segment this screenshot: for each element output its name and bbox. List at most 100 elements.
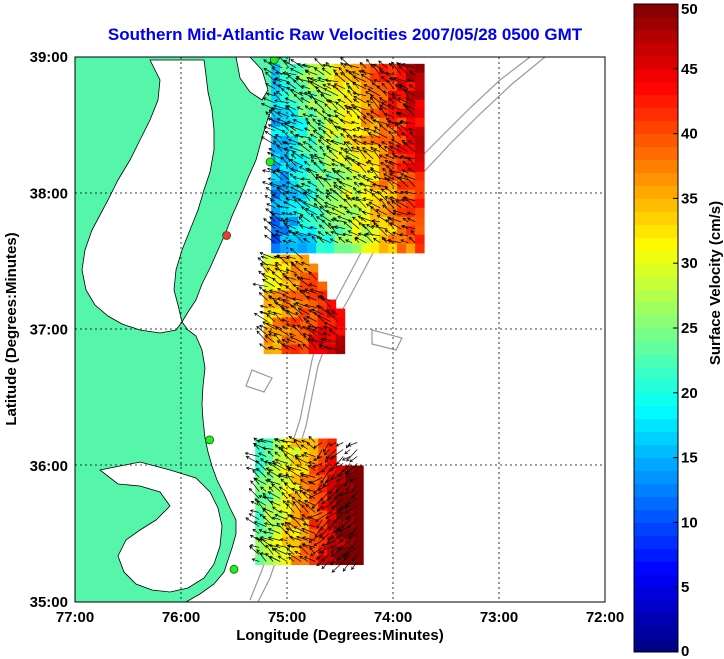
velocity-cell [406,180,416,191]
velocity-arrow [341,463,351,473]
velocity-arrowhead [302,536,306,540]
velocity-arrowhead [371,192,375,197]
velocity-cell [415,72,425,83]
velocity-arrowhead [301,527,306,531]
velocity-arrow [378,144,388,153]
velocity-arrowhead [276,288,281,292]
velocity-arrowhead [349,458,353,463]
velocity-arrowhead [282,239,287,243]
velocity-arrowhead [265,187,270,191]
velocity-arrowhead [345,194,349,198]
velocity-cell [336,465,346,475]
velocity-cell [326,317,337,328]
velocity-arrowhead [302,491,307,496]
velocity-arrow [288,240,297,244]
velocity-arrowhead [303,127,308,131]
velocity-cell [307,216,317,227]
velocity-region-central [252,248,346,355]
velocity-arrowhead [357,232,362,236]
velocity-arrowhead [346,110,350,114]
velocity-arrowhead [363,84,368,88]
velocity-arrowhead [287,514,291,518]
y-axis-label: Latitude (Degrees:Minutes) [3,232,20,425]
velocity-cell [316,180,326,191]
velocity-arrowhead [285,527,290,532]
velocity-cell [264,537,274,547]
velocity-arrow [304,304,317,308]
velocity-arrow [351,147,367,153]
velocity-arrowhead [256,325,260,330]
velocity-arrowhead [384,154,389,158]
velocity-arrowhead [330,550,335,554]
velocity-arrowhead [276,169,281,173]
velocity-arrowhead [298,545,303,549]
velocity-cell [325,189,335,200]
velocity-arrow [385,196,395,202]
velocity-cell [316,90,326,101]
velocity-arrowhead [313,202,318,207]
velocity-arrowhead [320,294,324,299]
velocity-arrow [344,477,351,487]
velocity-cell [300,456,310,466]
velocity-arrowhead [245,456,250,460]
velocity-arrow [283,223,297,230]
velocity-cell [273,447,283,457]
velocity-cell [354,492,364,502]
velocity-arrow [317,505,323,512]
velocity-arrowhead [405,105,409,110]
velocity-arrow [328,519,337,531]
velocity-arrowhead [323,178,328,182]
velocity-arrow [323,332,331,336]
velocity-arrowhead [265,467,270,471]
velocity-arrowhead [366,223,370,228]
velocity-arrowhead [286,309,290,314]
velocity-arrowhead [326,146,330,151]
velocity-arrowhead [287,239,292,243]
velocity-arrow [292,298,303,301]
velocity-arrow [336,519,344,532]
velocity-arrowhead [329,131,334,135]
velocity-arrow [272,548,281,555]
velocity-arrow [325,449,337,459]
velocity-cell [307,63,317,74]
velocity-cell [289,90,299,101]
velocity-arrowhead [311,505,316,509]
velocity-cell [334,126,344,137]
velocity-arrow [343,129,353,139]
velocity-arrow [331,470,337,480]
velocity-arrow [260,305,268,308]
velocity-arrowhead [365,232,370,236]
velocity-arrowhead [265,208,269,212]
velocity-arrow [391,61,402,76]
velocity-arrow [262,447,274,450]
velocity-arrowhead [332,84,337,89]
velocity-arrowhead [313,457,317,461]
velocity-cell [397,189,407,200]
velocity-arrowhead [346,516,350,520]
velocity-arrowhead [280,217,284,222]
velocity-arrowhead [268,303,272,308]
velocity-arrowhead [295,77,299,81]
velocity-arrow [305,105,311,111]
velocity-arrow [343,221,353,230]
colorbar-segment [634,444,678,459]
velocity-cell [334,234,344,245]
velocity-cell [308,272,319,283]
velocity-arrow [402,103,416,111]
velocity-arrowhead [373,148,378,152]
velocity-arrowhead [395,111,400,116]
velocity-arrow [305,504,316,513]
velocity-arrow [286,338,296,343]
velocity-arrowhead [352,134,357,138]
velocity-arrow [408,140,416,146]
velocity-arrow [273,463,288,471]
velocity-arrowhead [260,136,265,140]
velocity-arrowhead [325,515,329,519]
velocity-arrowhead [343,104,348,108]
velocity-arrowhead [293,303,297,307]
velocity-arrow [308,138,318,146]
velocity-arrowhead [273,548,278,552]
velocity-arrow [351,197,367,202]
velocity-arrowhead [290,304,294,309]
velocity-arrow [312,329,324,336]
